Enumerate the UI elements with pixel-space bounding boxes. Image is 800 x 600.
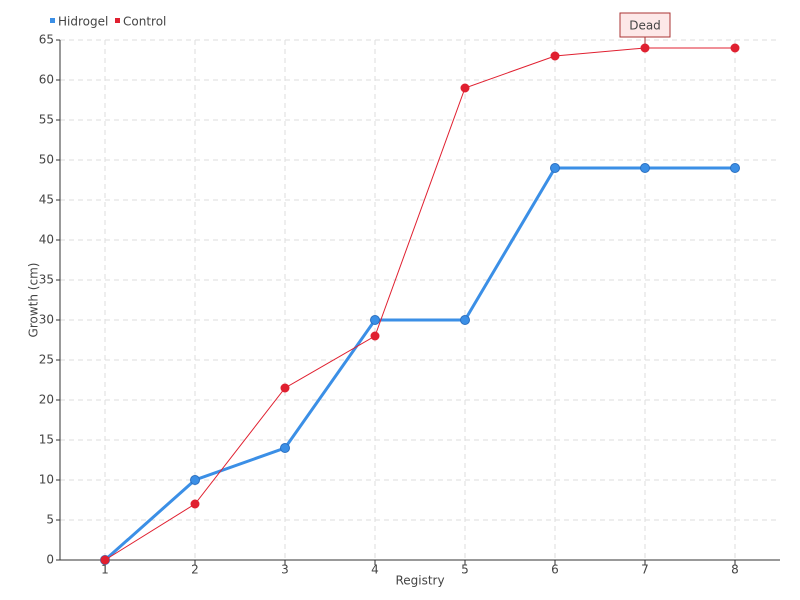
data-point (100, 555, 110, 565)
annotation-label: Dead (629, 19, 661, 33)
data-point (280, 383, 290, 393)
y-tick-label: 5 (46, 513, 54, 527)
data-point (370, 331, 380, 341)
y-tick-label: 15 (39, 433, 54, 447)
data-point (730, 43, 740, 53)
y-tick-label: 0 (46, 553, 54, 567)
x-tick-label: 8 (731, 563, 739, 577)
y-tick-label: 55 (39, 113, 54, 127)
legend-swatch (115, 18, 120, 23)
y-tick-label: 60 (39, 73, 54, 87)
y-tick-label: 25 (39, 353, 54, 367)
data-point (640, 43, 650, 53)
y-tick-label: 20 (39, 393, 54, 407)
data-point (730, 163, 740, 173)
legend-label: Control (123, 15, 166, 29)
data-point (550, 51, 560, 61)
series-line (104, 166, 735, 562)
y-tick-label: 50 (39, 153, 54, 167)
y-tick-label: 30 (39, 313, 54, 327)
x-axis-title: Registry (395, 574, 444, 588)
x-tick-label: 3 (281, 563, 289, 577)
data-point (550, 163, 560, 173)
series-line (104, 47, 735, 561)
x-tick-label: 2 (191, 563, 199, 577)
data-point (640, 163, 650, 173)
data-point (460, 315, 470, 325)
data-point (190, 499, 200, 509)
legend-label: Hidrogel (58, 15, 108, 29)
y-tick-label: 45 (39, 193, 54, 207)
x-tick-label: 6 (551, 563, 559, 577)
y-tick-label: 10 (39, 473, 54, 487)
y-tick-label: 35 (39, 273, 54, 287)
data-point (280, 443, 290, 453)
y-tick-label: 40 (39, 233, 54, 247)
legend-swatch (50, 18, 55, 23)
data-point (190, 475, 200, 485)
x-tick-label: 4 (371, 563, 379, 577)
x-tick-label: 1 (101, 563, 109, 577)
y-tick-label: 65 (39, 33, 54, 47)
y-axis-title: Growth (cm) (27, 263, 41, 338)
data-point (460, 83, 470, 93)
data-point (370, 315, 380, 325)
x-tick-label: 7 (641, 563, 649, 577)
x-tick-label: 5 (461, 563, 469, 577)
